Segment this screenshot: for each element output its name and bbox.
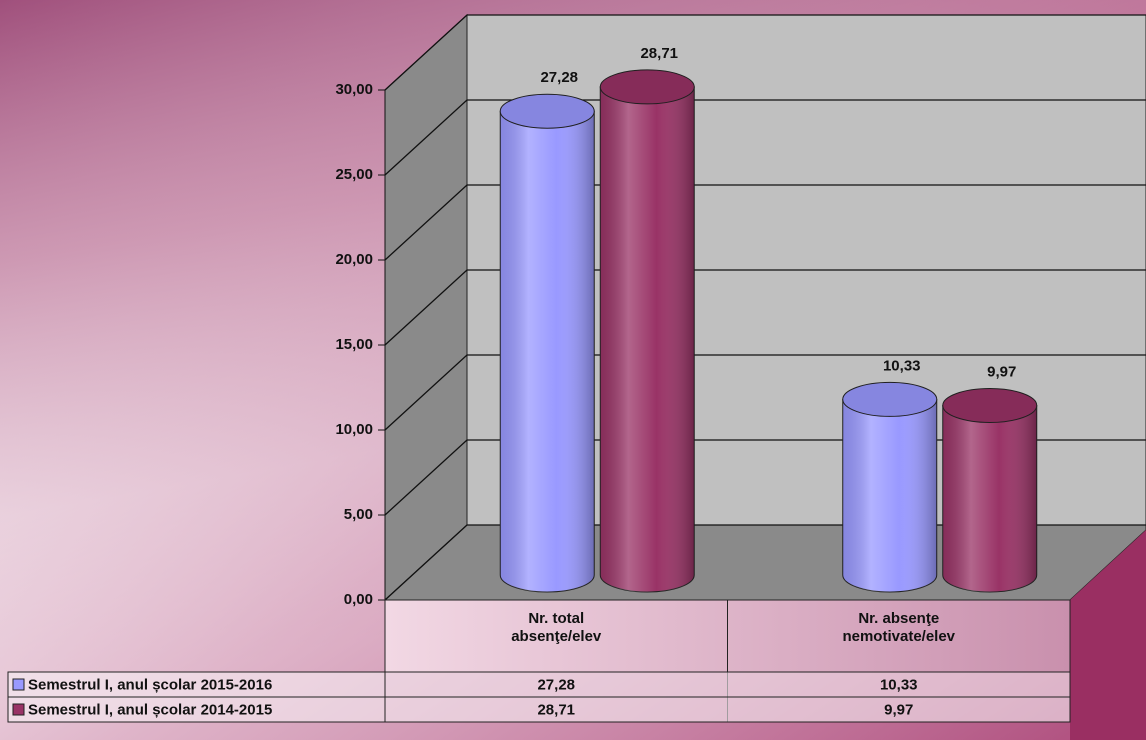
y-tick-label: 5,00: [344, 506, 373, 523]
cylinder-top-shade: [842, 382, 937, 417]
cylinder-top-shade: [600, 69, 695, 104]
x-category-label: Nr. absenţe nemotivate/elev: [842, 610, 956, 645]
y-tick-label: 0,00: [344, 591, 373, 608]
grid-line: [384, 269, 1146, 346]
category-cell: Nr. total absenţe/elev: [511, 610, 602, 645]
table-value: 27,28: [537, 676, 575, 693]
table-value: 10,33: [880, 676, 918, 693]
cylinder-shade: [500, 111, 595, 593]
cylinder-top-shade: [500, 94, 595, 129]
cylinder-top-shade: [942, 388, 1037, 423]
grid-line: [384, 184, 1146, 261]
legend-label: Semestrul I, anul școlar 2015-2016: [28, 676, 272, 693]
grid-line: [384, 354, 1146, 431]
cylinder-shade: [942, 405, 1037, 592]
table-row: [7, 671, 1071, 698]
legend-swatch: [12, 703, 25, 716]
x-category-label: Nr. total absenţe/elev: [511, 610, 602, 645]
data-label: 27,28: [540, 69, 578, 86]
y-tick-label: 20,00: [335, 251, 373, 268]
table-row: [7, 696, 1071, 723]
floor-side: [1070, 530, 1146, 740]
data-label: 9,97: [987, 363, 1016, 380]
legend-swatch: [12, 678, 25, 691]
cylinder-shade: [842, 399, 937, 592]
cylinder-top: [942, 388, 1038, 424]
cylinder-top: [599, 69, 695, 105]
y-tick-label: 15,00: [335, 336, 373, 353]
cylinder-top: [842, 381, 938, 417]
table-value: 28,71: [537, 701, 575, 718]
cylinder-top: [499, 93, 595, 129]
data-label: 10,33: [883, 357, 921, 374]
y-tick-label: 30,00: [335, 81, 373, 98]
table-value: 9,97: [884, 701, 913, 718]
grid-line: [384, 99, 1146, 176]
grid-line: [384, 14, 1146, 91]
y-tick-label: 25,00: [335, 166, 373, 183]
y-tick-label: 10,00: [335, 421, 373, 438]
category-cell: Nr. absenţe nemotivate/elev: [842, 610, 956, 645]
cylinder-shade: [600, 86, 695, 593]
legend-label: Semestrul I, anul școlar 2014-2015: [28, 701, 272, 718]
data-label: 28,71: [640, 45, 678, 62]
